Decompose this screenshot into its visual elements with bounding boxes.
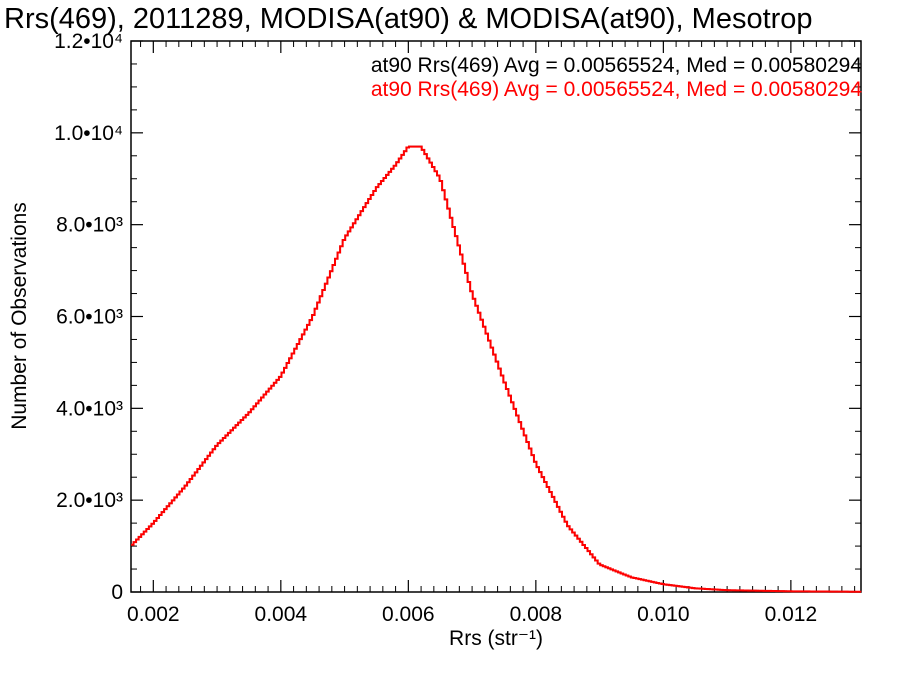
x-tick-label: 0.002 (127, 603, 180, 626)
y-tick-labels: 0 2.0•10³ 4.0•10³ 6.0•10³ 8.0•10³ 1.0•10⁴ 1.2•… (54, 30, 123, 604)
y-tick-label: 6.0•10³ (56, 306, 123, 329)
legend-entry-black: at90 Rrs(469) Avg = 0.00565524, Med = 0.… (371, 54, 862, 77)
x-tick-label: 0.012 (765, 603, 818, 626)
y-tick-label: 4.0•10³ (56, 397, 123, 420)
series-line-black (131, 145, 862, 593)
axis-ticks (131, 40, 861, 593)
y-tick-label: 1.0•10⁴ (54, 122, 123, 145)
x-tick-labels: 0.002 0.004 0.006 0.008 0.010 0.012 (127, 603, 817, 626)
y-tick-label: 0 (111, 581, 123, 604)
y-tick-label: 1.2•10⁴ (54, 30, 123, 53)
x-axis-label: Rrs (str⁻¹) (449, 627, 543, 650)
series-line-red (131, 145, 862, 593)
y-tick-label: 2.0•10³ (56, 489, 123, 512)
y-tick-label: 8.0•10³ (56, 214, 123, 237)
y-axis-label: Number of Observations (8, 202, 31, 430)
legend-entry-red: at90 Rrs(469) Avg = 0.00565524, Med = 0.… (371, 78, 862, 101)
plot-frame (130, 40, 862, 593)
x-tick-label: 0.004 (255, 603, 308, 626)
x-tick-label: 0.010 (637, 603, 690, 626)
x-tick-label: 0.008 (510, 603, 563, 626)
x-tick-label: 0.006 (382, 603, 435, 626)
series-group (131, 145, 862, 593)
chart-title: Rrs(469), 2011289, MODISA(at90) & MODISA… (4, 3, 813, 35)
